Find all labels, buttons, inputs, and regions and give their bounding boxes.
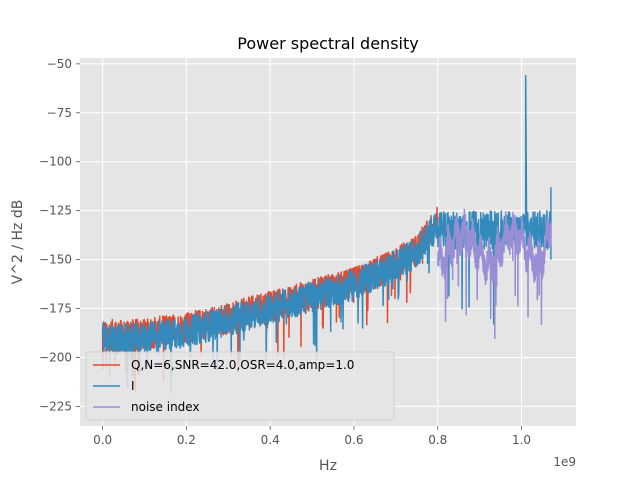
ticks: 0.0 0.2 0.4 0.6 0.8 1.0 −225 −200 −175 −150 −125 −1… [39,57,531,447]
legend-label-q: Q,N=6,SNR=42.0,OSR=4.0,amp=1.0 [131,358,354,372]
y-tick-label: −75 [47,106,72,120]
y-tick-label: −50 [47,57,72,71]
y-tick-label: −200 [39,350,72,364]
y-tick-label: −225 [39,399,72,413]
series-layer [101,74,552,395]
chart-title: Power spectral density [237,34,418,53]
y-tick-label: −100 [39,155,72,169]
x-tick-label: 0.4 [261,433,280,447]
legend: Q,N=6,SNR=42.0,OSR=4.0,amp=1.0 I noise i… [85,351,395,421]
y-tick-label: −125 [39,204,72,218]
x-tick-label: 0.0 [93,433,112,447]
y-tick-label: −150 [39,253,72,267]
legend-label-noise: noise index [131,400,200,414]
legend-label-i: I [131,379,135,393]
x-axis-offset-label: 1e9 [553,455,576,469]
x-tick-label: 1.0 [512,433,531,447]
x-tick-label: 0.8 [428,433,447,447]
x-axis-label: Hz [319,458,337,474]
y-tick-label: −175 [39,302,72,316]
x-tick-label: 0.2 [177,433,196,447]
x-tick-label: 0.6 [344,433,363,447]
y-axis-label: V^2 / Hz dB [10,200,26,285]
legend-box [85,351,395,421]
series-noise-index-line [437,208,552,340]
